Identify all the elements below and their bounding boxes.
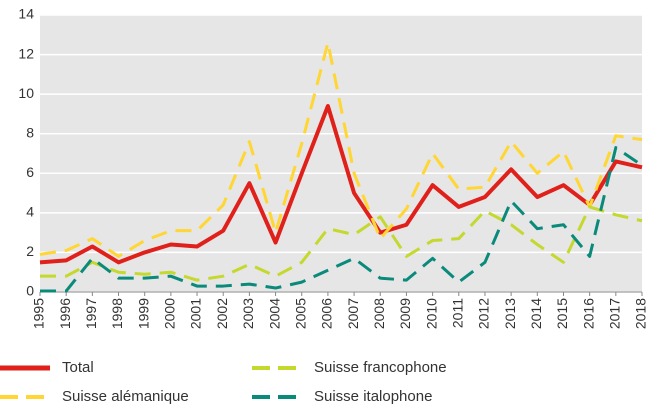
series-line <box>40 205 643 282</box>
y-tick-label: 4 <box>26 204 34 220</box>
x-tick-label: 2013 <box>502 298 518 329</box>
y-tick-label: 14 <box>18 6 34 22</box>
series-line <box>39 41 643 258</box>
x-tick-label: 2015 <box>554 298 570 329</box>
legend-label: Total <box>62 359 94 376</box>
x-tick-label: 2001 <box>188 298 204 329</box>
x-tick-label: 2009 <box>397 298 413 329</box>
x-tick-label: 2002 <box>214 298 230 329</box>
series-line <box>39 104 643 265</box>
series-line <box>40 146 643 293</box>
x-tick-label: 1999 <box>135 298 151 329</box>
y-tick-label: 2 <box>26 243 34 259</box>
x-tick-label: 2018 <box>633 298 649 329</box>
x-tick-label: 2008 <box>371 298 387 329</box>
x-tick-label: 2006 <box>319 298 335 329</box>
x-tick-label: 1995 <box>31 298 47 329</box>
x-tick-label: 2017 <box>607 298 623 329</box>
x-tick-label: 2003 <box>240 298 256 329</box>
x-tick-label: 2012 <box>476 298 492 329</box>
x-tick-label: 2007 <box>345 298 361 329</box>
x-tick-label: 2000 <box>162 298 178 329</box>
x-tick-label: 2004 <box>266 298 282 329</box>
y-tick-label: 10 <box>18 85 34 101</box>
x-tick-label: 1998 <box>109 298 125 329</box>
x-tick-label: 2010 <box>423 298 439 329</box>
y-tick-label: 6 <box>26 164 34 180</box>
x-tick-label: 2014 <box>528 298 544 329</box>
y-tick-label: 8 <box>26 124 34 140</box>
x-tick-label: 2005 <box>292 298 308 329</box>
x-tick-label: 2016 <box>580 298 596 329</box>
legend-label: Suisse alémanique <box>62 388 189 405</box>
x-tick-label: 1996 <box>57 298 73 329</box>
y-tick-label: 0 <box>26 283 34 299</box>
x-tick-label: 1997 <box>83 298 99 329</box>
legend-label: Suisse italophone <box>314 388 432 405</box>
legend-label: Suisse francophone <box>314 359 447 376</box>
x-tick-label: 2011 <box>449 298 465 328</box>
y-tick-label: 12 <box>18 45 34 61</box>
